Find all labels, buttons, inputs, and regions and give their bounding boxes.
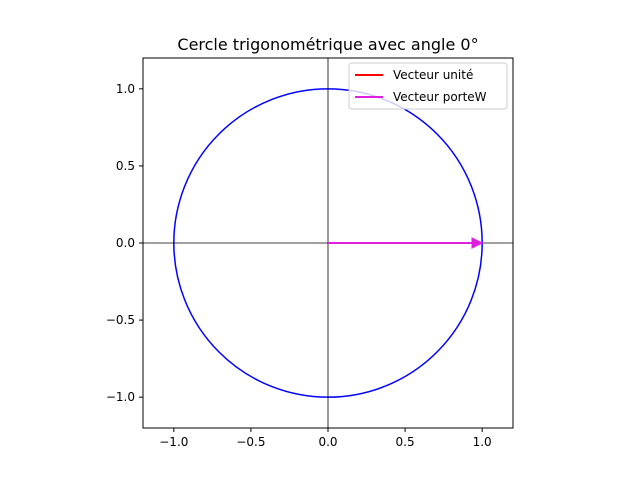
y-tick-label: 0.0 — [116, 236, 135, 250]
y-tick-label: −1.0 — [106, 390, 135, 404]
y-tick-label: 0.5 — [116, 159, 135, 173]
chart-title: Cercle trigonométrique avec angle 0° — [177, 35, 478, 54]
plot-area: −1.0 −0.5 0.0 0.5 1.0 −1.0 −0.5 0.0 0.5 1.0 — [106, 57, 514, 449]
legend-box — [348, 62, 508, 110]
x-tick-label: 0.0 — [318, 435, 337, 449]
x-tick-label: −0.5 — [236, 435, 265, 449]
legend-label: Vecteur porteW — [393, 90, 487, 104]
legend: Vecteur unité Vecteur porteW — [348, 62, 508, 110]
x-tick-label: 1.0 — [473, 435, 492, 449]
x-tick-label: −1.0 — [159, 435, 188, 449]
y-tick-label: −0.5 — [106, 313, 135, 327]
x-tick-label: 0.5 — [396, 435, 415, 449]
y-tick-label: 1.0 — [116, 82, 135, 96]
legend-label: Vecteur unité — [393, 68, 473, 82]
